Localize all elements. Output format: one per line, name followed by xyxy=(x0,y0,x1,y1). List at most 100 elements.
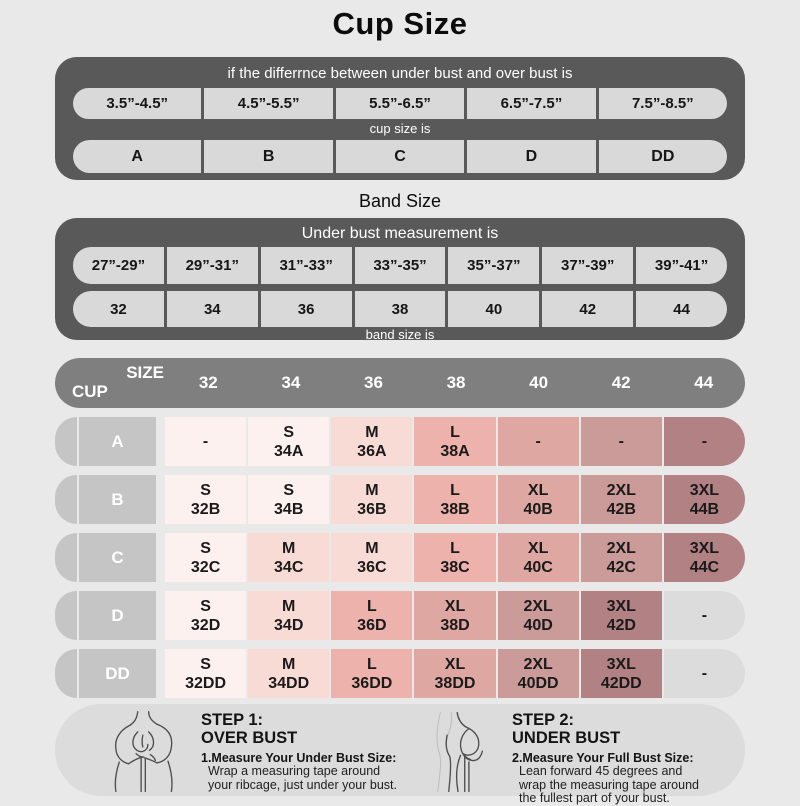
size-cell: L 38C xyxy=(414,533,496,582)
cup-row-label: A xyxy=(79,417,156,466)
band-table-header: Under bust measurement is xyxy=(301,225,499,242)
size-cell: XL 40B xyxy=(497,475,579,524)
size-cell: - xyxy=(165,417,247,466)
band-column-header: 36 xyxy=(363,373,383,392)
cup-row-label: B xyxy=(79,475,156,524)
size-cell: M 36A xyxy=(331,417,413,466)
band-number-cell: 36 xyxy=(260,291,352,327)
cup-diff-ranges-row: 3.5”-4.5” 4.5”-5.5” 5.5”-6.5” 6.5”-7.5” 7.5”… xyxy=(73,88,728,119)
size-cell: 2XL 42C xyxy=(580,533,662,582)
size-cell: M 36C xyxy=(331,533,413,582)
band-number-cell: 38 xyxy=(354,291,446,327)
row-end-cap xyxy=(55,649,77,698)
size-cell: 3XL 42DD xyxy=(580,649,662,698)
diff-range-cell: 4.5”-5.5” xyxy=(204,88,333,119)
cup-row-label: DD xyxy=(79,649,156,698)
step-1-block: STEP 1: OVER BUST 1.Measure Your Under B… xyxy=(97,708,408,793)
matrix-column-headers: 32 34 36 38 40 42 44 xyxy=(167,358,745,408)
size-cell: 3XL 44B xyxy=(663,475,745,524)
band-column-header: 38 xyxy=(446,373,466,392)
size-cell: XL 38DD xyxy=(414,649,496,698)
size-cell: - xyxy=(663,649,745,698)
cup-letter-cell: B xyxy=(204,140,333,173)
size-cell: L 36D xyxy=(331,591,413,640)
band-numbers-row: 32 34 36 38 40 42 44 xyxy=(73,291,728,327)
step-1-area: OVER BUST xyxy=(201,729,298,747)
cup-letter-cell: D xyxy=(467,140,596,173)
size-cell: L 38B xyxy=(414,475,496,524)
size-cell: L 36DD xyxy=(331,649,413,698)
size-cell: S 32D xyxy=(165,591,247,640)
step-2-instruction-title: 2.Measure Your Full Bust Size: xyxy=(512,751,694,765)
band-column-header: 32 xyxy=(198,373,218,392)
size-cell: - xyxy=(580,417,662,466)
underbust-range-cell: 31”-33” xyxy=(260,247,352,284)
step-1-label: STEP 1: xyxy=(201,711,264,729)
corner-cup-label: CUP xyxy=(72,382,108,401)
matrix-row-dd: DD S 32DD M 34DD L 36DD XL 38DD 2XL 40DD 3XL 42DD - xyxy=(55,649,745,698)
cup-letters-row: A B C D DD xyxy=(73,140,728,173)
size-cell: L 38A xyxy=(414,417,496,466)
underbust-ranges-row: 27”-29” 29”-31” 31”-33” 33”-35” 35”-37” 37”-3… xyxy=(73,247,728,284)
matrix-row-b: B S 32B S 34B M 36B L 38B XL 40B 2XL 42B 3XL 44B xyxy=(55,475,745,524)
cup-table-header: if the differrnce between under bust and… xyxy=(227,65,573,82)
matrix-row-a: A - S 34A M 36A L 38A - - - xyxy=(55,417,745,466)
band-size-table: Under bust measurement is 27”-29” 29”-31”… xyxy=(55,218,745,342)
step-1-instruction-body: Wrap a measuring tape around your ribcag… xyxy=(208,764,397,792)
step-1-text: STEP 1: OVER BUST 1.Measure Your Under B… xyxy=(197,708,400,792)
step-2-block: STEP 2: UNDER BUST 2.Measure Your Full B… xyxy=(408,708,719,805)
band-column-header: 40 xyxy=(529,373,549,392)
size-cell: XL 40C xyxy=(497,533,579,582)
matrix-corner: SIZE CUP xyxy=(55,358,164,408)
size-cell: 2XL 40D xyxy=(497,591,579,640)
corner-size-label: SIZE xyxy=(126,363,164,382)
underbust-range-cell: 35”-37” xyxy=(448,247,540,284)
matrix-header-row: SIZE CUP 32 34 36 38 40 42 44 xyxy=(55,358,745,408)
size-cell: XL 38D xyxy=(414,591,496,640)
size-cup-matrix: SIZE CUP 32 34 36 38 40 42 44 A - S 34A M 36A L 38A - -… xyxy=(55,358,745,707)
size-cell: S 32DD xyxy=(165,649,247,698)
size-cell: - xyxy=(497,417,579,466)
diff-range-cell: 5.5”-6.5” xyxy=(335,88,465,119)
step-2-instruction-body: Lean forward 45 degrees and wrap the mea… xyxy=(519,764,699,805)
band-column-header: 34 xyxy=(281,373,301,392)
row-end-cap xyxy=(55,475,77,524)
cup-row-label: C xyxy=(79,533,156,582)
step-2-area: UNDER BUST xyxy=(512,729,621,747)
size-cell: M 34D xyxy=(248,591,330,640)
under-bust-figure-illustration xyxy=(436,711,484,793)
band-column-header: 42 xyxy=(611,373,631,392)
underbust-range-cell: 29”-31” xyxy=(166,247,258,284)
step-2-heading: STEP 2: UNDER BUST xyxy=(512,711,711,747)
matrix-row-d: D S 32D M 34D L 36D XL 38D 2XL 40D 3XL 42D - xyxy=(55,591,745,640)
row-end-cap xyxy=(55,417,77,466)
cup-letter-cell: DD xyxy=(598,140,728,173)
band-number-cell: 32 xyxy=(73,291,164,327)
size-cell: 2XL 42B xyxy=(580,475,662,524)
size-cell: M 34C xyxy=(248,533,330,582)
band-size-is-label: band size is xyxy=(365,327,435,342)
diff-range-cell: 7.5”-8.5” xyxy=(598,88,728,119)
size-cell: S 32B xyxy=(165,475,247,524)
cup-letter-cell: A xyxy=(73,140,202,173)
matrix-body: A - S 34A M 36A L 38A - - - B S 32B S 34B M 36B L 38B XL 40B 2… xyxy=(55,417,745,698)
size-cell: M 36B xyxy=(331,475,413,524)
underbust-range-cell: 39”-41” xyxy=(636,247,728,284)
step-1-heading: STEP 1: OVER BUST xyxy=(201,711,400,747)
cup-size-is-label: cup size is xyxy=(369,121,431,136)
size-cell: 3XL 44C xyxy=(663,533,745,582)
cup-letter-cell: C xyxy=(335,140,465,173)
size-cell: 2XL 40DD xyxy=(497,649,579,698)
band-size-title: Band Size xyxy=(358,191,442,211)
underbust-range-cell: 33”-35” xyxy=(354,247,446,284)
size-cell: 3XL 42D xyxy=(580,591,662,640)
over-bust-figure-illustration xyxy=(114,711,173,793)
size-cell: M 34DD xyxy=(248,649,330,698)
size-cell: - xyxy=(663,591,745,640)
row-end-cap xyxy=(55,591,77,640)
step-1-instruction-title: 1.Measure Your Under Bust Size: xyxy=(201,751,397,765)
band-number-cell: 34 xyxy=(166,291,258,327)
underbust-range-cell: 37”-39” xyxy=(542,247,634,284)
matrix-row-c: C S 32C M 34C M 36C L 38C XL 40C 2XL 42C 3XL 44C xyxy=(55,533,745,582)
